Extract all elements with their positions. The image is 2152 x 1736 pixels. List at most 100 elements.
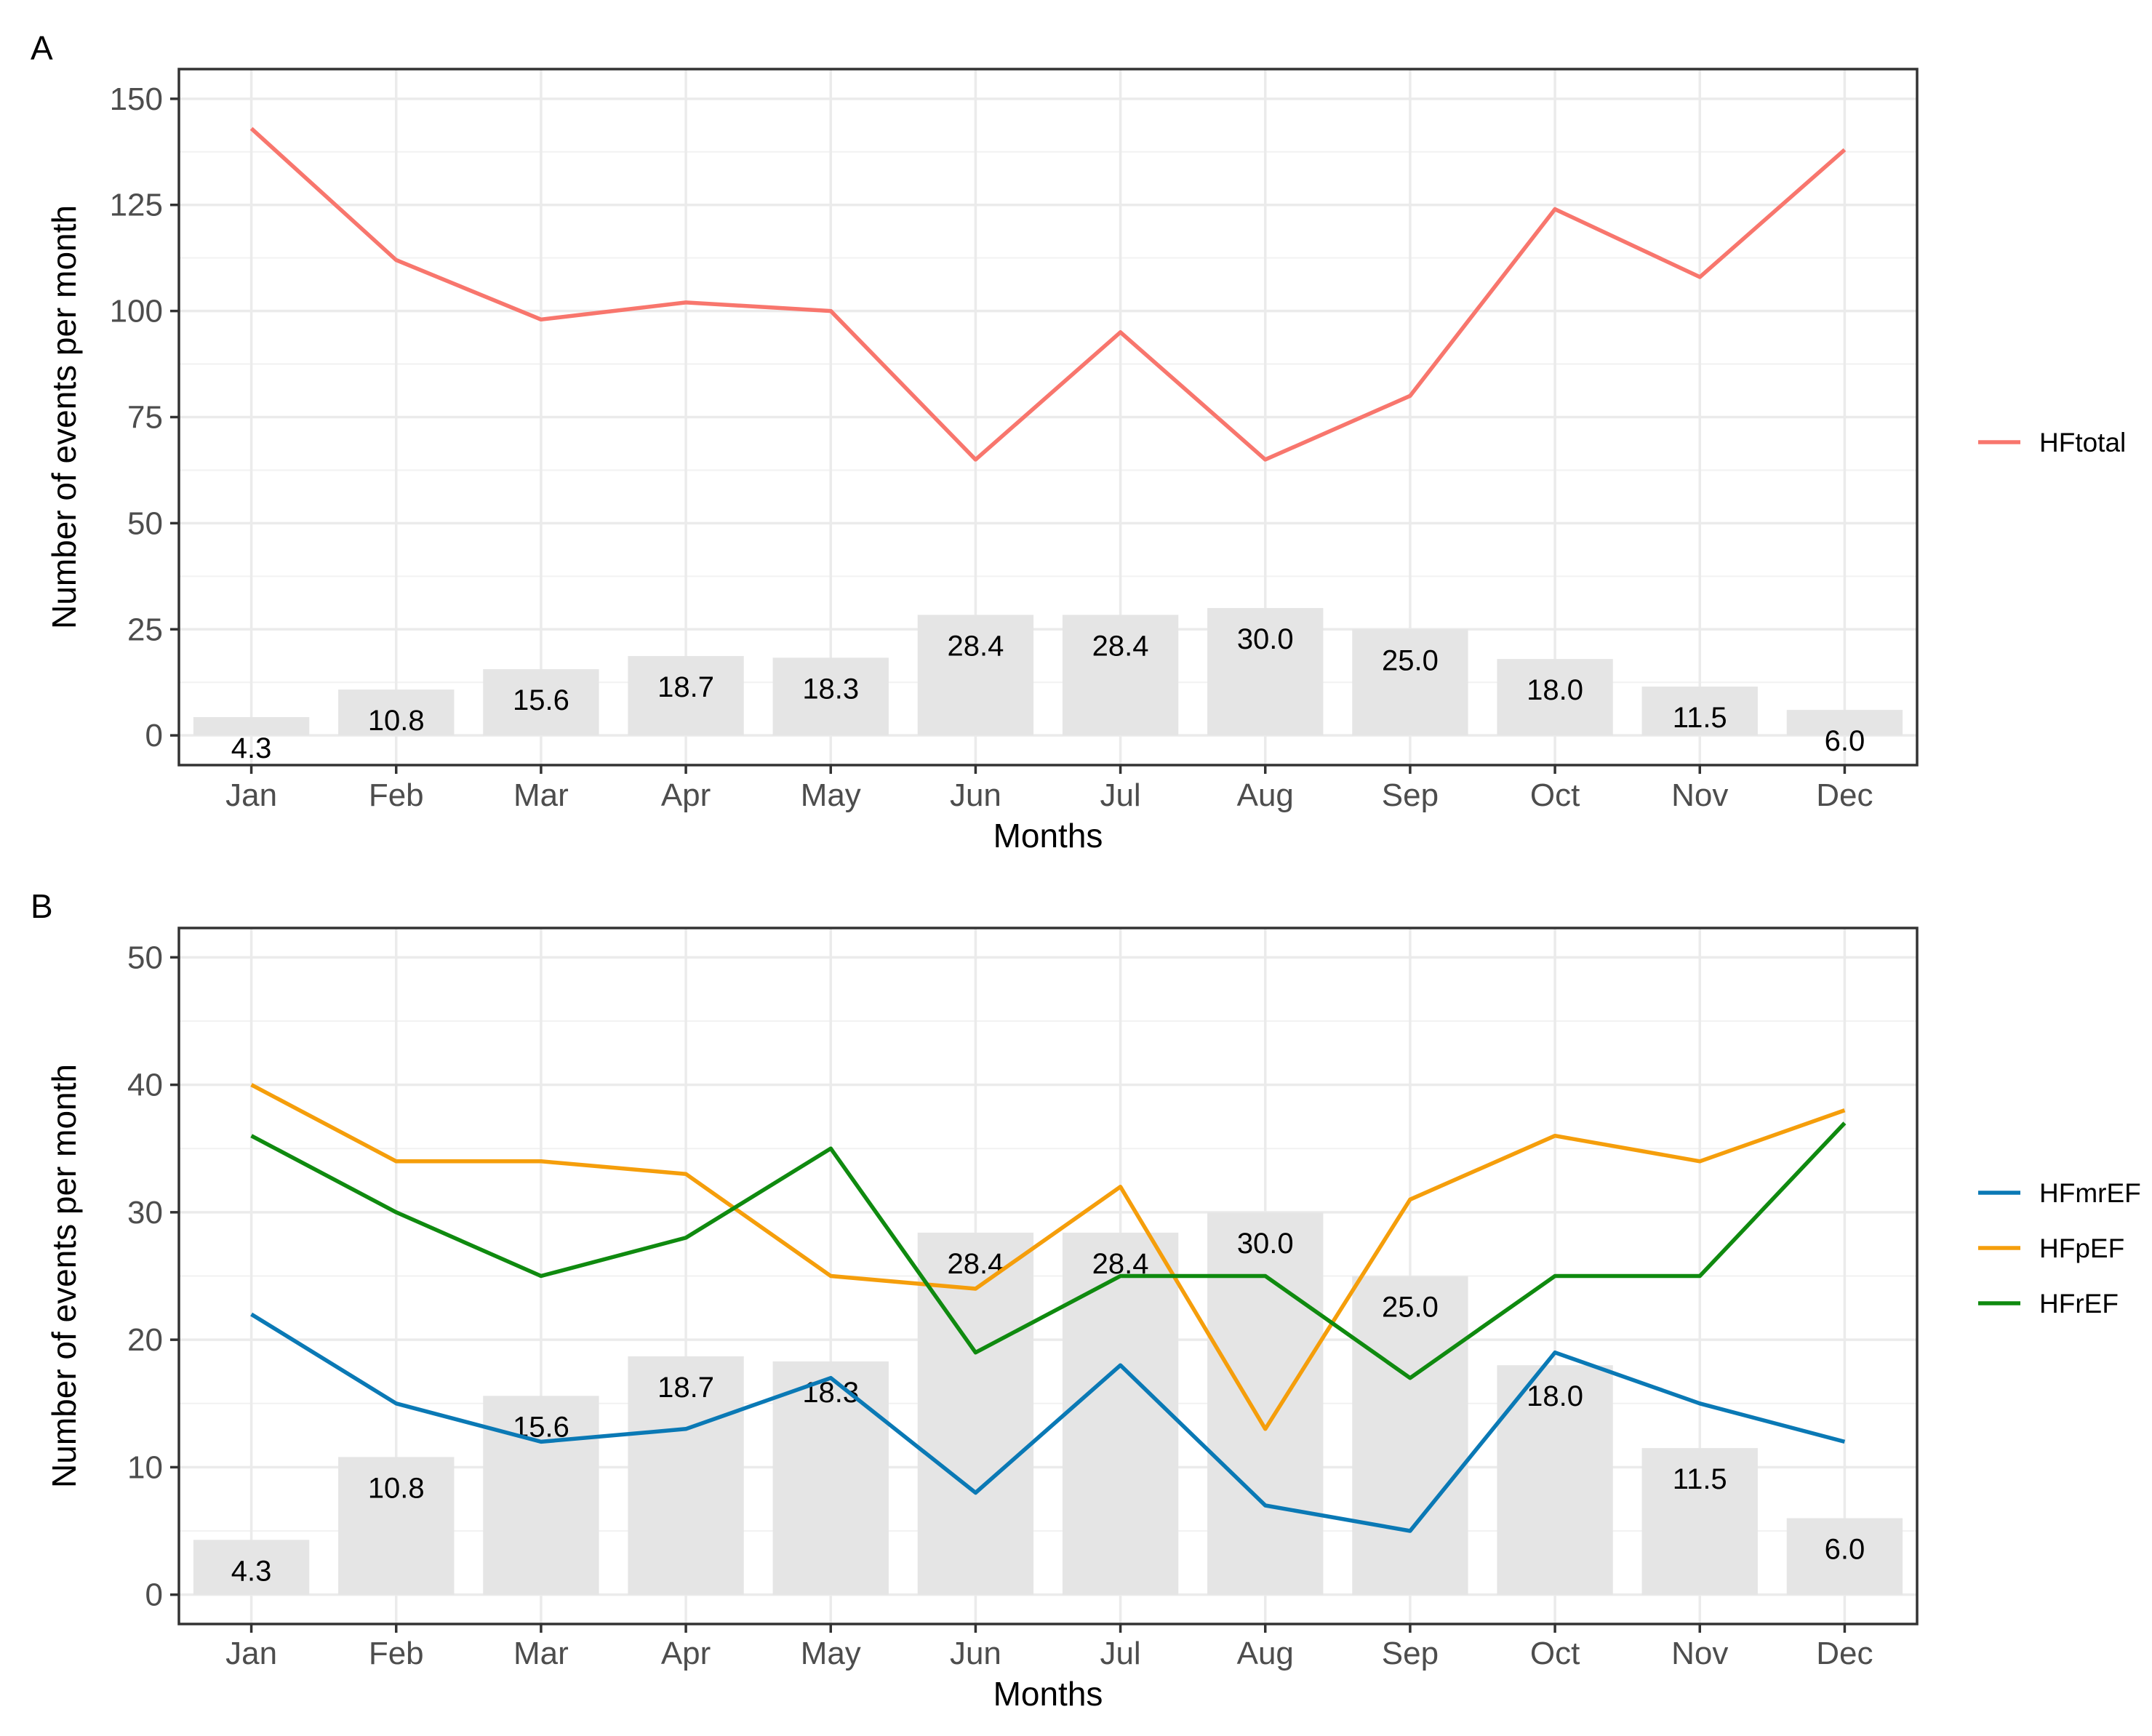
bar <box>1497 659 1613 736</box>
bar <box>1786 710 1903 736</box>
bar <box>1352 1276 1468 1595</box>
bar <box>917 1232 1034 1595</box>
y-tick-label: 10 <box>127 1449 163 1485</box>
series-line-hfref <box>250 1121 1847 1380</box>
bar <box>1641 687 1758 736</box>
x-tick-label: Feb <box>369 777 424 813</box>
plot-border <box>177 927 1919 1625</box>
x-tick-label: Sep <box>1382 1636 1439 1671</box>
x-tick-label: Dec <box>1816 777 1873 813</box>
y-tick-label: 0 <box>145 718 163 753</box>
x-tick-label: Jul <box>1100 777 1140 813</box>
bar <box>193 1540 310 1595</box>
bar <box>1352 629 1468 736</box>
bar-data-label: 28.4 <box>947 630 1004 662</box>
bar-data-label: 6.0 <box>1825 1534 1865 1566</box>
bar-data-label: 10.8 <box>368 705 425 737</box>
y-tick-label: 50 <box>127 940 163 975</box>
legend-label: HFpEF <box>2039 1233 2124 1263</box>
bar <box>483 1396 599 1595</box>
bar-data-label: 18.3 <box>802 673 859 705</box>
x-axis: Jan Feb Mar Apr May Jun Jul Aug Sep Oct Nov Dec <box>225 1624 1873 1671</box>
bar-data-label: 28.4 <box>1092 630 1149 662</box>
bar <box>628 1356 744 1595</box>
bar <box>483 669 599 736</box>
x-tick-label: Aug <box>1237 777 1294 813</box>
bar-series <box>193 608 1903 736</box>
y-axis-title: Number of events per month <box>45 1064 83 1488</box>
x-tick-label: Sep <box>1382 777 1439 813</box>
y-tick-label: 50 <box>127 505 163 541</box>
y-tick-label: 100 <box>110 294 163 329</box>
bar <box>193 717 310 736</box>
panel-b: B4.310.815.618.7 18.328.4 28.430.025.018.0… <box>31 887 2141 1713</box>
bar-data-label: 11.5 <box>1673 1463 1727 1495</box>
bar <box>1062 1232 1179 1595</box>
series-line-hfmref <box>250 1312 1846 1533</box>
panel-label: B <box>31 887 53 925</box>
bar <box>1207 608 1324 736</box>
y-tick-label: 25 <box>127 612 163 647</box>
bar-data-label: 25.0 <box>1382 644 1439 676</box>
line-series <box>249 127 1847 462</box>
bar-data-label: 18.0 <box>1527 1380 1583 1412</box>
bar-data-label: 6.0 <box>1825 725 1865 757</box>
y-tick-label: 40 <box>127 1068 163 1103</box>
bar <box>1207 1212 1324 1595</box>
y-tick-label: 125 <box>110 188 163 223</box>
bar-data-label: 18.7 <box>657 671 714 703</box>
bar <box>772 657 889 736</box>
bar <box>628 656 744 736</box>
x-tick-label: May <box>801 1636 861 1671</box>
x-axis-title: Months <box>993 1675 1103 1713</box>
x-tick-label: Nov <box>1671 1636 1728 1671</box>
bar-data-label: 18.0 <box>1527 674 1583 706</box>
x-tick-label: Jan <box>225 1636 277 1671</box>
x-tick-label: May <box>801 777 861 813</box>
x-tick-label: Jul <box>1100 1636 1140 1671</box>
x-tick-label: Nov <box>1671 777 1728 813</box>
panel-label: A <box>31 29 53 67</box>
line-series <box>250 1083 1847 1533</box>
x-tick-label: Apr <box>661 777 711 813</box>
gridlines <box>179 69 1917 765</box>
bar-data-label: 4.3 <box>231 1555 272 1587</box>
x-tick-label: Jun <box>950 777 1001 813</box>
x-tick-label: Apr <box>661 1636 711 1671</box>
y-axis: 0 10 20 30 40 50 <box>127 940 179 1613</box>
legend: HFmrEF HFpEF HFrEF <box>1978 1178 2141 1319</box>
series-line-hfpef <box>250 1083 1846 1431</box>
bar <box>917 615 1034 736</box>
x-tick-label: Mar <box>513 777 569 813</box>
x-tick-label: Jun <box>950 1636 1001 1671</box>
x-axis: Jan Feb Mar Apr May Jun Jul Aug Sep Oct Nov Dec <box>225 765 1873 813</box>
bar <box>1641 1448 1758 1595</box>
y-tick-label: 150 <box>110 81 163 117</box>
bar-data-label: 18.7 <box>657 1372 714 1404</box>
legend-label: HFrEF <box>2039 1289 2119 1319</box>
bar-series <box>193 1212 1903 1595</box>
x-axis-title: Months <box>993 817 1103 855</box>
bar-data-label: 30.0 <box>1237 1228 1294 1260</box>
x-tick-label: Oct <box>1530 777 1580 813</box>
y-tick-label: 20 <box>127 1322 163 1358</box>
bar-data-label: 10.8 <box>368 1472 425 1504</box>
bar <box>1062 615 1179 736</box>
x-tick-label: Aug <box>1237 1636 1294 1671</box>
x-tick-label: Mar <box>513 1636 569 1671</box>
panel-a: A 4.3 10.8 15.6 18.7 18.3 28.4 28.4 30.0 25.0 18.0… <box>31 29 2126 855</box>
x-tick-label: Oct <box>1530 1636 1580 1671</box>
series-line-hftotal <box>249 127 1847 462</box>
bar-data-label: 11.5 <box>1673 702 1727 734</box>
x-tick-label: Jan <box>225 777 277 813</box>
y-axis: 0 25 50 75 100 125 150 <box>110 81 179 753</box>
y-axis-title: Number of events per month <box>45 205 83 629</box>
x-tick-label: Dec <box>1816 1636 1873 1671</box>
bar <box>772 1361 889 1595</box>
bar-data-label: 25.0 <box>1382 1292 1439 1324</box>
bar <box>1786 1518 1903 1595</box>
bar <box>338 1457 455 1595</box>
